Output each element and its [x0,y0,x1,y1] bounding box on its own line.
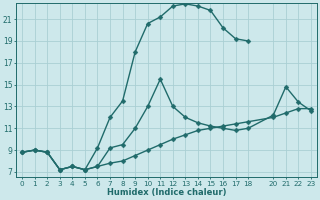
X-axis label: Humidex (Indice chaleur): Humidex (Indice chaleur) [107,188,226,197]
